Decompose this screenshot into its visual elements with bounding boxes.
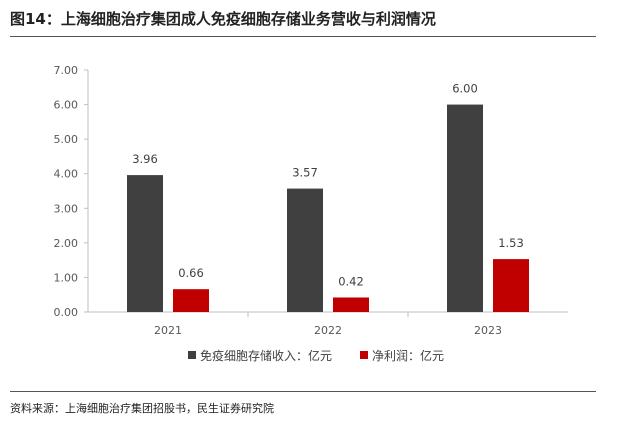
bar-revenue [287,188,323,312]
data-label: 1.53 [498,236,524,250]
data-label: 6.00 [452,82,478,96]
y-tick-label: 5.00 [54,133,79,146]
title-divider [10,36,596,37]
source-divider [10,391,596,392]
bar-chart: 0.00 1.00 2.00 3.00 4.00 5.00 6.00 7.00 2021 3.96… [54,64,568,363]
y-tick-label: 6.00 [54,99,79,112]
bar-revenue [447,104,483,312]
data-label: 3.57 [292,166,318,180]
y-tick-label: 1.00 [54,271,79,284]
source-note: 资料来源：上海细胞治疗集团招股书，民生证券研究院 [10,402,274,415]
data-label: 0.42 [338,274,364,288]
bar-net-profit [333,297,369,312]
y-tick-label: 2.00 [54,237,79,250]
y-tick-label: 4.00 [54,168,79,181]
data-label: 0.66 [178,266,204,280]
data-label: 3.96 [132,152,158,166]
y-tick-label: 3.00 [54,202,79,215]
y-tick-label: 0.00 [54,306,79,319]
x-tick-label: 2021 [154,324,182,337]
bar-net-profit [173,289,209,312]
legend-swatch [188,351,196,359]
x-tick-label: 2023 [474,324,502,337]
legend-swatch [360,351,368,359]
legend-label: 免疫细胞存储收入：亿元 [200,348,332,363]
legend-label: 净利润：亿元 [372,348,444,363]
bar-revenue [127,175,163,312]
bar-net-profit [493,259,529,312]
figure-title: 图14：上海细胞治疗集团成人免疫细胞存储业务营收与利润情况 [10,10,436,28]
y-tick-label: 7.00 [54,64,79,77]
x-tick-label: 2022 [314,324,342,337]
